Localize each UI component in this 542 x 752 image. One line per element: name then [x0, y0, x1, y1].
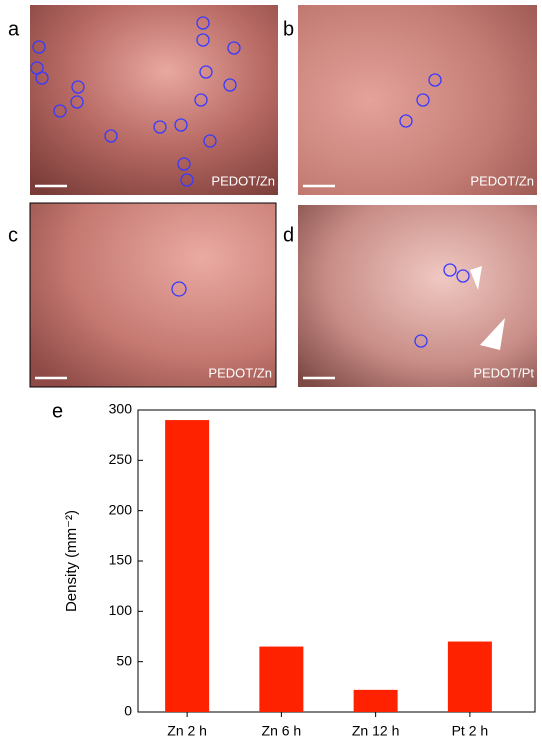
- panel-d: d PEDOT/Pt: [283, 205, 537, 387]
- bar: [259, 646, 304, 712]
- x-tick-label: Zn 12 h: [352, 723, 399, 739]
- marker: [171, 281, 187, 297]
- x-tick-label: Pt 2 h: [452, 723, 489, 739]
- panel-label: PEDOT/Zn: [211, 173, 275, 188]
- panel-letter: e: [52, 400, 63, 422]
- panel-c: c PEDOT/Zn: [8, 202, 277, 388]
- panel-letter: d: [283, 224, 294, 246]
- panel-letter: a: [8, 18, 20, 40]
- panel-a: a PEDOT/Zn: [8, 5, 278, 195]
- bar: [447, 641, 492, 712]
- panel-label: PEDOT/Pt: [473, 365, 534, 380]
- bar: [353, 689, 398, 712]
- panel-label: PEDOT/Zn: [470, 173, 534, 188]
- markers: [30, 16, 241, 187]
- markers: [399, 73, 442, 128]
- panel-label: PEDOT/Zn: [208, 365, 272, 380]
- micrograph: [29, 202, 277, 388]
- y-tick-label: 300: [109, 401, 133, 417]
- y-tick-label: 250: [109, 451, 133, 467]
- y-tick-label: 200: [109, 501, 133, 517]
- panel-letter: b: [283, 18, 294, 40]
- y-tick-label: 100: [109, 602, 133, 618]
- panel-letter: c: [8, 224, 18, 246]
- markers: [414, 263, 470, 348]
- micrograph: [298, 205, 537, 387]
- bar-chart: e Density (mm⁻²) 0 50 100 150 200 250 300 Zn 2 …: [52, 400, 536, 739]
- bar: [165, 420, 210, 712]
- y-tick-label: 150: [109, 552, 133, 568]
- x-tick-label: Zn 6 h: [262, 723, 302, 739]
- x-tick-label: Zn 2 h: [167, 723, 207, 739]
- panel-b: b PEDOT/Zn: [283, 5, 537, 195]
- y-tick-label: 0: [124, 703, 132, 719]
- crystal: [470, 266, 505, 350]
- micrograph: [30, 5, 278, 195]
- y-axis-label: Density (mm⁻²): [63, 510, 80, 612]
- y-tick-label: 50: [116, 652, 132, 668]
